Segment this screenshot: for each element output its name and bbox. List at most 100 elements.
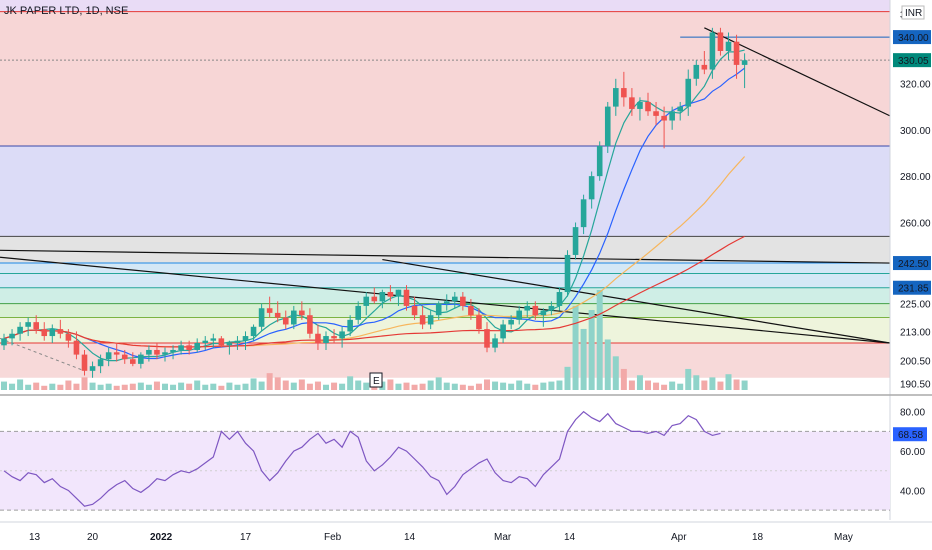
time-tick: 17 [240, 532, 252, 543]
candle-body [323, 336, 329, 344]
candle-body [645, 101, 651, 112]
candle [476, 308, 482, 334]
volume-bar [81, 377, 88, 390]
candle [379, 289, 386, 309]
volume-bar [701, 380, 708, 390]
candle [604, 101, 611, 153]
candle-body [41, 329, 48, 337]
candle-body [419, 315, 426, 325]
candle-body [661, 115, 667, 121]
volume-bar [612, 356, 619, 390]
volume-bar [178, 382, 185, 390]
candle [468, 298, 474, 320]
candle [49, 324, 56, 344]
candle [492, 333, 498, 353]
candle-body [669, 111, 675, 121]
volume-bar [484, 379, 490, 390]
volume-bar [306, 383, 313, 390]
candle-body [476, 315, 482, 330]
volume-bar [65, 380, 72, 390]
volume-bar [274, 377, 281, 390]
candle-body [596, 146, 603, 177]
volume-bar [492, 381, 499, 390]
candle-body [524, 305, 531, 311]
candle [146, 345, 152, 362]
volume-bar [661, 384, 668, 390]
candle-body [266, 308, 273, 313]
candle-body [33, 322, 39, 330]
candle [73, 331, 80, 360]
candle-body [411, 305, 418, 316]
candle-body [226, 343, 233, 346]
zone-lightgreen [0, 317, 890, 344]
candle-body [685, 78, 692, 107]
price-label-last: 330.05 [898, 56, 929, 67]
volume-bar [242, 383, 249, 390]
candle [685, 69, 692, 116]
candle [315, 324, 321, 350]
volume-bar [194, 380, 201, 390]
volume-bar [162, 383, 168, 390]
candle [701, 50, 708, 75]
volume-bar [693, 375, 700, 390]
volume-bar [355, 380, 362, 390]
candle-body [363, 296, 370, 306]
candle-body [741, 60, 748, 65]
candle-body [355, 305, 361, 320]
volume-bar [653, 382, 660, 390]
volume-bar [532, 384, 539, 390]
candle [741, 53, 748, 89]
candle-body [604, 106, 611, 147]
trendline-mid [382, 258, 891, 344]
candle-body [653, 111, 659, 116]
candle [500, 319, 506, 344]
volume-bar [516, 380, 523, 390]
candle-body [548, 305, 555, 311]
candle [194, 338, 200, 353]
trendline-down [0, 256, 891, 344]
candle-body [146, 349, 152, 355]
volume-bar [588, 310, 595, 390]
volume-bar [298, 379, 305, 390]
candle-body [339, 331, 345, 339]
candle-body [242, 336, 249, 341]
earnings-badge[interactable] [369, 372, 383, 388]
candle [596, 141, 603, 181]
candle [733, 34, 740, 79]
candle-body [17, 326, 23, 334]
candle-body [572, 227, 579, 255]
volume-bar [145, 384, 152, 390]
zone-resistance [0, 11, 890, 147]
time-tick: Mar [494, 532, 512, 543]
candle [629, 88, 635, 116]
volume-bar [604, 339, 611, 390]
candle [548, 301, 555, 316]
candle [403, 285, 410, 311]
candle-body [629, 97, 635, 109]
candle [138, 352, 144, 369]
candle-body [709, 32, 716, 70]
volume-bar [387, 379, 394, 390]
volume-bar [620, 368, 627, 390]
volume-bar [556, 380, 563, 390]
candle-body [532, 305, 539, 316]
time-tick: 20 [87, 532, 99, 543]
candle-body [395, 289, 402, 297]
candle [9, 329, 15, 346]
candle-body [508, 319, 514, 325]
candle-body [452, 296, 458, 302]
price-tick: 213.00 [900, 327, 931, 338]
volume-bar [73, 383, 80, 390]
candle-body [178, 345, 184, 350]
candle [524, 301, 531, 318]
candle [81, 349, 88, 376]
candle-body [299, 310, 305, 316]
candle [331, 329, 337, 344]
candle-body [637, 101, 643, 109]
candle [121, 349, 128, 364]
candle-body [468, 305, 474, 316]
candle [661, 106, 667, 149]
volume-bar [234, 384, 241, 390]
candle [443, 294, 450, 311]
